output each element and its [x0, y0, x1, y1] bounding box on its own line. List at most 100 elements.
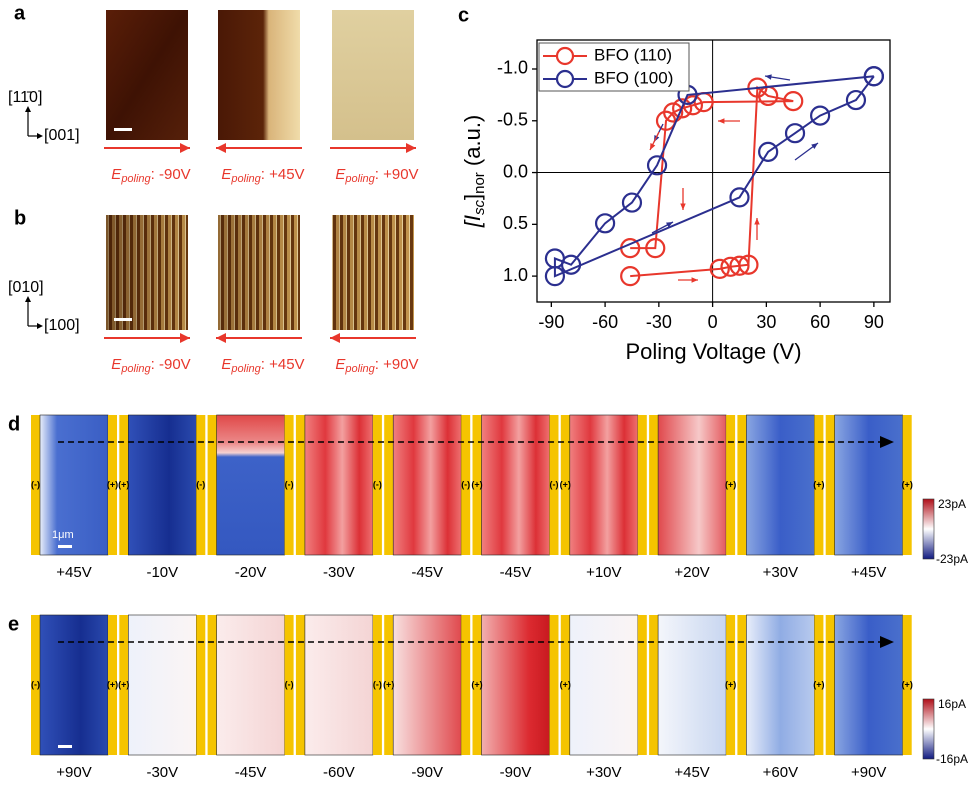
electrode: [826, 415, 835, 555]
voltage-label: +30V: [763, 564, 798, 581]
axis-indicator-label: [010]: [8, 279, 44, 296]
voltage-label: +10V: [586, 564, 621, 581]
electrode: [208, 615, 217, 755]
electrode: [826, 615, 835, 755]
arrow-head: [754, 218, 759, 224]
caption: Epoling: +45V: [221, 166, 304, 185]
electrode: [461, 615, 470, 755]
legend-marker: [557, 71, 573, 87]
current-map: [393, 615, 461, 755]
current-map: [835, 615, 903, 755]
electrode-label: (-): [285, 679, 294, 689]
electrode: [384, 415, 393, 555]
y-axis-label: [Isc]nor (a.u.): [460, 115, 488, 229]
arrow-head: [216, 333, 226, 343]
afm-image: [218, 10, 300, 140]
current-map: [128, 615, 196, 755]
afm-shade: [218, 215, 300, 330]
arrow-head: [680, 204, 685, 210]
electrode-label: (-): [285, 479, 294, 489]
panel-label: a: [14, 2, 26, 24]
x-tick-label: 90: [864, 312, 884, 332]
y-tick-label: 0.0: [503, 161, 528, 181]
y-tick-label: 1.0: [503, 265, 528, 285]
arrow-head: [37, 133, 43, 139]
arrow-head: [25, 296, 31, 302]
afm-image: [106, 10, 188, 140]
electrode-label: (+): [813, 479, 824, 489]
electrode-label: (+): [471, 679, 482, 689]
current-map: [128, 415, 196, 555]
y-axis-label-part: [I: [460, 215, 485, 228]
voltage-label: -90V: [500, 764, 532, 781]
arrow-head: [330, 333, 340, 343]
colorbar-label: 23pA: [938, 497, 966, 511]
voltage-label: -60V: [323, 764, 355, 781]
x-tick-label: -30: [646, 312, 672, 332]
x-tick-label: -90: [538, 312, 564, 332]
figure: aEpoling: -90VEpoling: +45VEpoling: +90V…: [0, 0, 972, 788]
electrode-label: (-): [31, 479, 40, 489]
caption: Epoling: -90V: [111, 356, 190, 375]
field-subscript: poling: [120, 363, 151, 375]
caption: Epoling: +45V: [221, 356, 304, 375]
voltage-label: -30V: [146, 764, 178, 781]
electrode-label: (+): [725, 479, 736, 489]
electrode-label: (-): [550, 479, 559, 489]
axis-indicator-label: [11̄0]: [8, 89, 42, 106]
legend-label: BFO (100): [594, 68, 673, 87]
electrode-label: (+): [383, 679, 394, 689]
voltage-label: +30V: [586, 764, 621, 781]
page: body { margin: 0; background: #fff; font…: [0, 0, 972, 788]
series-line: [630, 88, 793, 276]
afm-image: [332, 10, 414, 140]
scale-bar: [58, 545, 72, 548]
arrow-head: [216, 143, 226, 153]
panel-label: d: [8, 413, 20, 435]
electrode-label: (+): [725, 679, 736, 689]
y-axis-label-part: (a.u.): [460, 115, 485, 172]
y-tick-label: 0.5: [503, 213, 528, 233]
voltage-label: -45V: [235, 764, 267, 781]
caption-value: : -90V: [151, 166, 191, 183]
field-subscript: poling: [120, 173, 151, 185]
x-tick-label: 30: [756, 312, 776, 332]
electrode-label: (+): [107, 479, 118, 489]
voltage-label: +45V: [674, 764, 709, 781]
colorbar: [923, 699, 934, 759]
scale-bar-label: 1μm: [52, 529, 74, 541]
electrode: [196, 615, 205, 755]
x-tick-label: 0: [708, 312, 718, 332]
caption-value: : +45V: [261, 166, 305, 183]
current-map: [40, 415, 108, 555]
caption-value: : -90V: [151, 356, 191, 373]
electrode-label: (+): [471, 479, 482, 489]
current-map: [570, 415, 638, 555]
arrow-head: [37, 323, 43, 329]
scale-bar: [114, 318, 132, 321]
current-map: [658, 415, 726, 555]
arrow-head: [765, 74, 772, 79]
panel-label: c: [458, 4, 469, 26]
electrode: [737, 615, 746, 755]
colorbar-label: -23pA: [936, 552, 968, 566]
current-map: [217, 615, 285, 755]
colorbar-label: 16pA: [938, 697, 966, 711]
x-tick-label: -60: [592, 312, 618, 332]
electrode-label: (+): [902, 479, 913, 489]
legend-label: BFO (110): [594, 45, 672, 64]
voltage-label: +45V: [851, 564, 886, 581]
arrow-head: [406, 143, 416, 153]
current-map: [482, 415, 550, 555]
voltage-label: +20V: [674, 564, 709, 581]
arrow-head: [811, 143, 818, 149]
scale-bar: [114, 128, 132, 131]
caption: Epoling: -90V: [111, 166, 190, 185]
field-subscript: poling: [344, 173, 375, 185]
electrode-label: (-): [373, 479, 382, 489]
arrow-head: [180, 333, 190, 343]
y-axis-label-part: sc: [471, 200, 488, 216]
arrow-head: [180, 143, 190, 153]
electrode: [649, 615, 658, 755]
current-map: [658, 615, 726, 755]
